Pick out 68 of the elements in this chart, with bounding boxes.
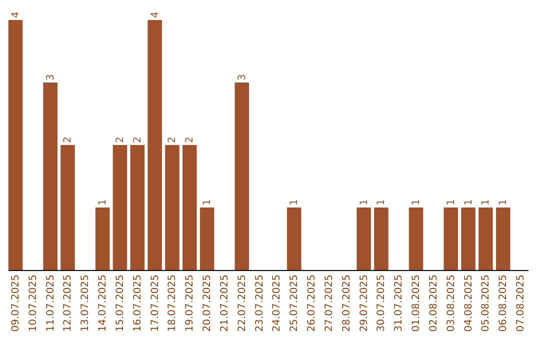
- x-tick-label: 07.08.2025: [516, 274, 527, 332]
- x-tick-label: 26.07.2025: [306, 274, 318, 332]
- x-tick-label: 31.07.2025: [394, 274, 405, 332]
- data-label: 1: [98, 199, 109, 206]
- x-tick-label: 22.07.2025: [236, 274, 248, 332]
- x-tick-label: 18.07.2025: [167, 274, 178, 332]
- bar: [60, 145, 75, 270]
- data-label: 3: [45, 74, 56, 80]
- bar: [148, 20, 162, 270]
- x-tick-label: 19.07.2025: [184, 274, 196, 332]
- x-tick-label: 16.07.2025: [132, 274, 144, 332]
- x-tick-label: 20.07.2025: [202, 274, 214, 332]
- bar: [182, 145, 197, 270]
- x-tick-label: 03.08.2025: [446, 274, 457, 332]
- data-label: 2: [132, 136, 144, 143]
- x-tick-label: 21.07.2025: [219, 274, 230, 332]
- bar: [408, 208, 424, 270]
- bar: [8, 20, 23, 270]
- x-tick-label: 14.07.2025: [98, 274, 109, 332]
- data-label: 3: [236, 74, 248, 80]
- x-tick-label: 09.07.2025: [10, 274, 22, 332]
- bar: [374, 208, 388, 270]
- data-label: 1: [480, 199, 492, 206]
- bar: [286, 208, 302, 270]
- bar: [356, 208, 371, 270]
- bar: [444, 208, 458, 270]
- x-tick-label: 06.08.2025: [498, 274, 510, 332]
- data-label: 1: [376, 199, 388, 206]
- x-tick-label: 27.07.2025: [324, 274, 335, 332]
- bar: [165, 145, 180, 270]
- x-tick-label: 04.08.2025: [463, 274, 474, 332]
- x-tick-label: 12.07.2025: [62, 274, 74, 332]
- data-label: 1: [446, 199, 457, 206]
- data-label: 1: [498, 199, 510, 206]
- x-tick-label: 11.07.2025: [45, 274, 56, 332]
- data-label: 4: [150, 12, 161, 18]
- bar: [461, 208, 476, 270]
- data-label: 1: [358, 199, 370, 206]
- x-tick-label: 30.07.2025: [376, 274, 388, 332]
- data-label: 4: [10, 12, 22, 18]
- data-label: 1: [463, 199, 474, 206]
- data-label: 1: [411, 199, 422, 206]
- bar: [496, 208, 510, 270]
- x-tick-label: 05.08.2025: [480, 274, 492, 332]
- bar: [130, 145, 145, 270]
- x-tick-label: 25.07.2025: [289, 274, 300, 332]
- bar: [234, 82, 250, 270]
- x-tick-label: 15.07.2025: [114, 274, 126, 332]
- data-label: 2: [114, 136, 126, 143]
- x-tick-label: 28.07.2025: [341, 274, 352, 332]
- bar: [43, 82, 58, 270]
- bar: [200, 208, 214, 270]
- x-tick-label: 10.07.2025: [28, 274, 39, 332]
- bar: [478, 208, 493, 270]
- data-label: 1: [289, 199, 300, 206]
- x-tick-label: 01.08.2025: [411, 274, 422, 332]
- data-label: 1: [202, 199, 214, 206]
- x-tick-label: 24.07.2025: [272, 274, 283, 332]
- data-label: 2: [62, 136, 74, 143]
- x-tick-label: 23.07.2025: [254, 274, 266, 332]
- data-label: 2: [167, 136, 178, 143]
- bar: [112, 145, 128, 270]
- x-tick-label: 13.07.2025: [80, 274, 92, 332]
- x-tick-label: 02.08.2025: [428, 274, 440, 332]
- bar: [95, 208, 110, 270]
- x-tick-label: 29.07.2025: [358, 274, 370, 332]
- data-label: 2: [184, 136, 196, 143]
- x-tick-label: 17.07.2025: [150, 274, 161, 332]
